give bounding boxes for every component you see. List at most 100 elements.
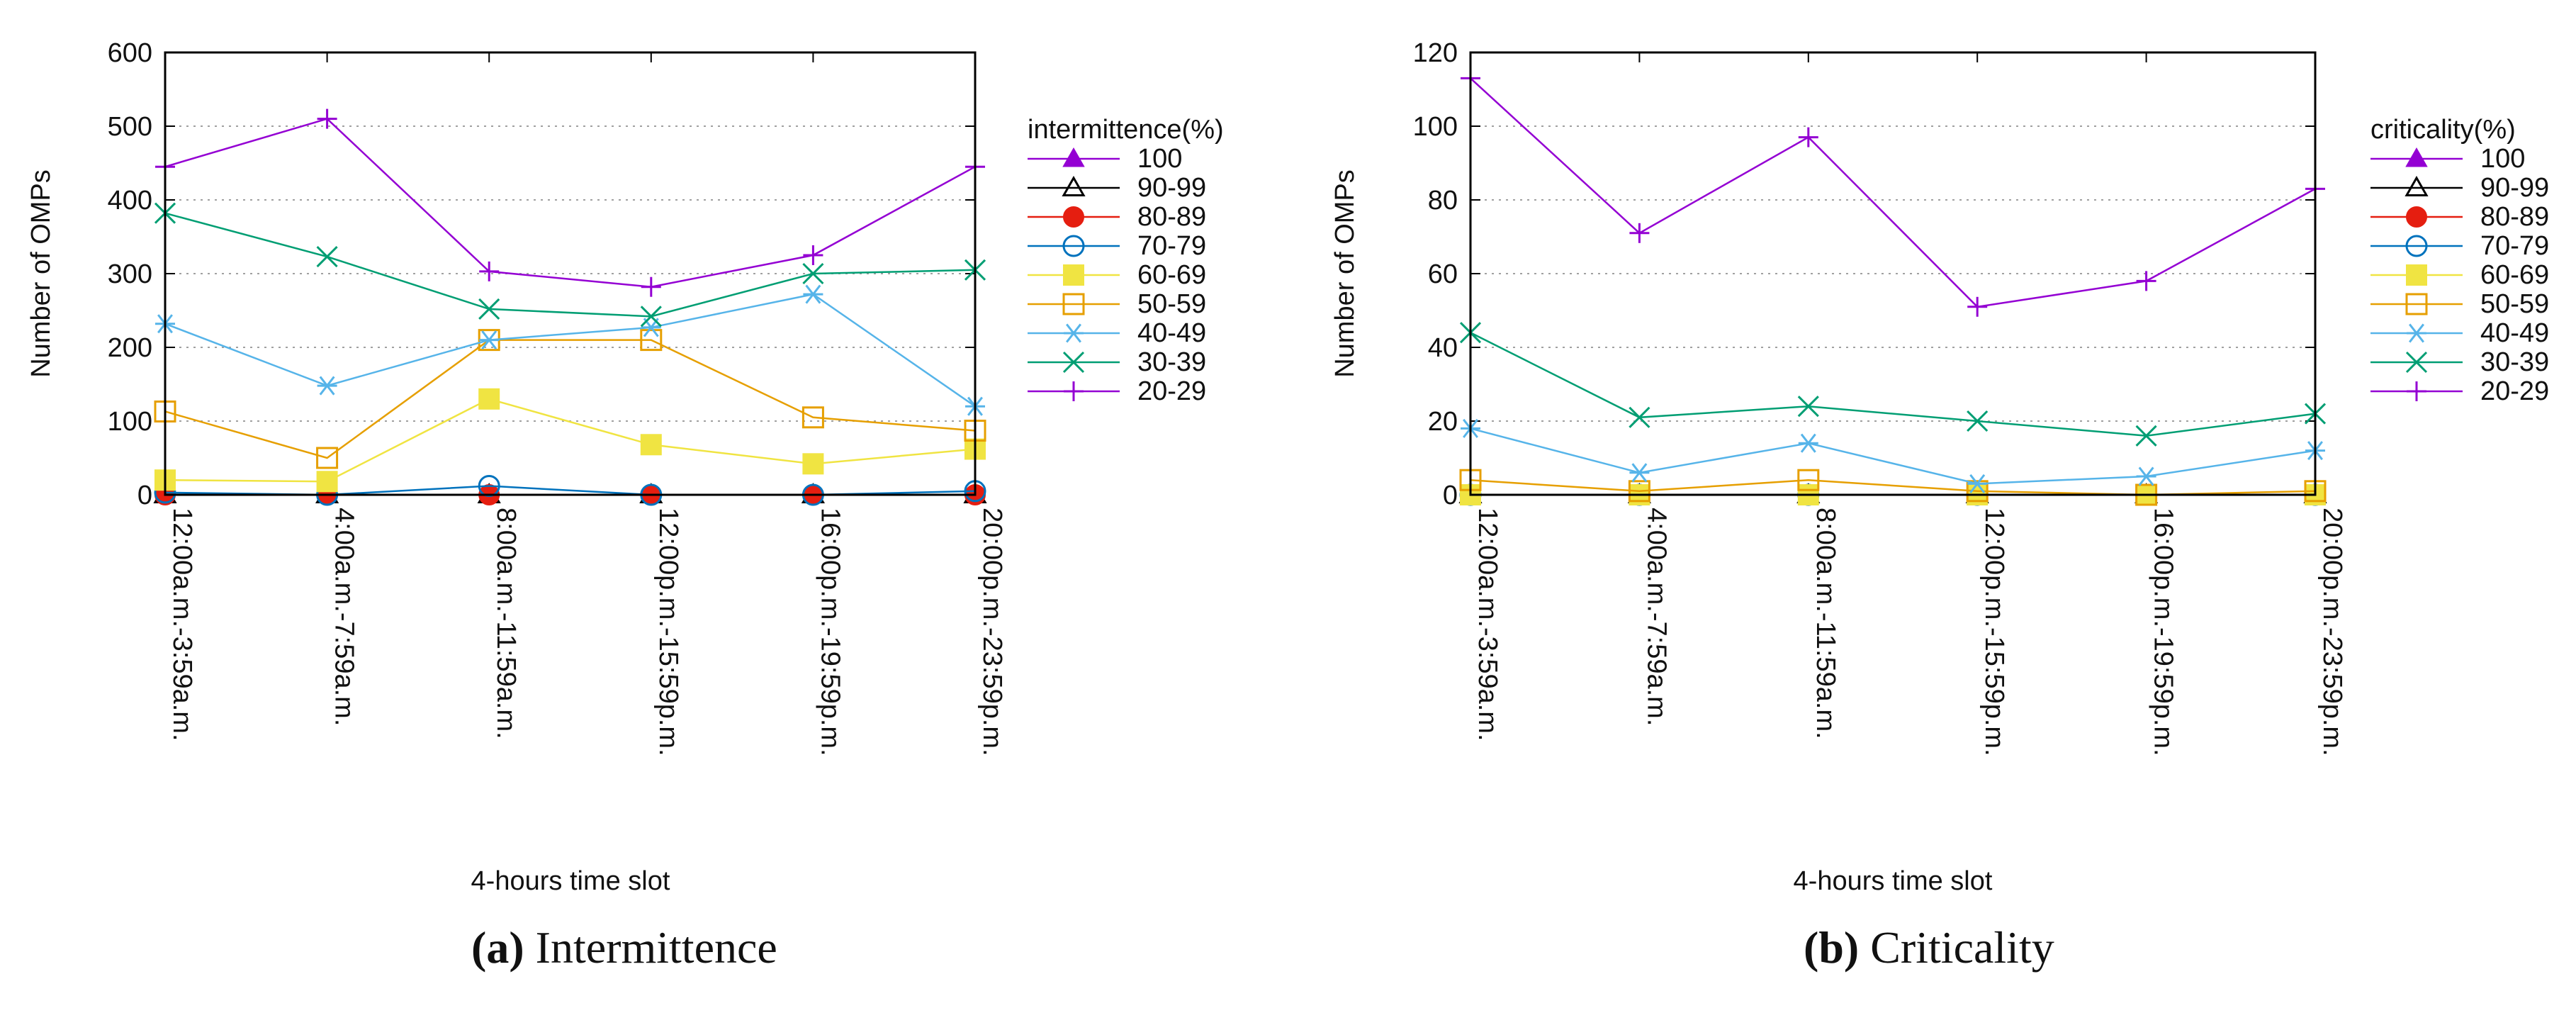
data-point — [1629, 223, 1650, 243]
y-tick-label: 0 — [1443, 481, 1458, 510]
data-point — [478, 388, 500, 410]
data-point — [478, 298, 500, 320]
legend-label: 40-49 — [1137, 318, 1206, 348]
legend-item: 80-89 — [2370, 202, 2549, 232]
caption-b-tag: (b) — [1804, 922, 1860, 973]
x-tick-label: 12:00a.m.-3:59a.m. — [1473, 508, 1502, 741]
data-point — [1967, 410, 1989, 432]
plot-frame — [164, 51, 977, 496]
x-tick-label: 8:00a.m.-11:59a.m. — [1811, 508, 1840, 739]
data-point — [479, 261, 500, 281]
legend-label: 100 — [1137, 144, 1182, 174]
data-point — [802, 406, 824, 429]
legend-label: 40-49 — [2480, 318, 2549, 348]
x-tick-label: 4:00a.m.-7:59a.m. — [330, 508, 359, 726]
legend-item: 30-39 — [1028, 347, 1206, 377]
legend-marker — [2405, 235, 2428, 257]
y-axis-label: Number of OMPs — [26, 169, 56, 378]
legend-marker — [1062, 351, 1085, 374]
series-40-49 — [1461, 418, 2325, 493]
legend-label: 80-89 — [1137, 202, 1206, 232]
legend-marker — [2406, 264, 2427, 286]
caption-a: (a) Intermittence — [471, 922, 777, 974]
x-tick-label: 4:00a.m.-7:59a.m. — [1641, 508, 1671, 726]
series-20-29 — [155, 108, 985, 297]
series-50-59 — [154, 329, 986, 469]
y-tick-label: 600 — [108, 38, 152, 68]
legend-item: 100 — [1028, 144, 1182, 174]
data-point — [479, 330, 500, 350]
data-point — [316, 246, 338, 268]
data-point — [1797, 396, 1819, 418]
legend-marker — [2407, 323, 2426, 343]
data-point — [2135, 425, 2157, 447]
legend-item: 20-29 — [1028, 376, 1206, 406]
legend-label: 80-89 — [2480, 202, 2549, 232]
plot-frame — [1469, 51, 2317, 496]
series-line — [1470, 77, 2316, 308]
legend-title: intermittence(%) — [1028, 115, 1224, 145]
data-point — [1967, 474, 1988, 493]
data-point — [641, 318, 661, 337]
legend-marker — [1064, 381, 1084, 401]
data-point — [803, 284, 823, 304]
legend-marker — [2405, 147, 2428, 167]
series-line — [164, 339, 976, 459]
legend-marker — [2407, 381, 2426, 401]
y-tick-label: 120 — [1413, 38, 1458, 68]
caption-b-text: Criticality — [1870, 922, 2054, 973]
legend-label: 50-59 — [2480, 289, 2549, 319]
x-tick-label: 16:00p.m.-19:59p.m. — [2149, 508, 2178, 756]
y-tick-label: 40 — [1428, 333, 1458, 363]
data-point — [317, 376, 337, 396]
data-point — [1798, 127, 1818, 147]
legend-item: 40-49 — [2370, 318, 2549, 348]
legend-item: 50-59 — [2370, 289, 2549, 319]
series-line — [1470, 478, 2316, 496]
legend-label: 60-69 — [2480, 260, 2549, 290]
data-point — [1797, 469, 1820, 491]
legend-marker — [2406, 206, 2427, 228]
data-point — [1967, 296, 1988, 317]
x-axis-label: 4-hours time slot — [471, 866, 670, 896]
series-line — [164, 118, 976, 288]
x-tick-label: 20:00p.m.-23:59p.m. — [2317, 508, 2347, 756]
legend-label: 100 — [2480, 144, 2525, 174]
series-line — [164, 485, 976, 496]
x-tick-label: 16:00p.m.-19:59p.m. — [815, 508, 845, 756]
data-point — [1966, 480, 1989, 503]
data-point — [478, 475, 500, 498]
legend-label: 30-39 — [1137, 347, 1206, 377]
series-line — [164, 212, 976, 318]
legend-item: 40-49 — [1028, 318, 1206, 348]
data-point — [802, 262, 824, 285]
legend-item: 70-79 — [1028, 231, 1206, 261]
legend-marker — [2405, 293, 2428, 315]
data-point — [2136, 466, 2156, 486]
caption-a-text: Intermittence — [535, 922, 777, 973]
legend-item: 80-89 — [1028, 202, 1206, 232]
series-line — [1470, 332, 2316, 437]
legend-marker — [1062, 147, 1085, 167]
legend-marker — [1062, 235, 1085, 257]
series-line — [1470, 427, 2316, 485]
y-axis-label: Number of OMPs — [1330, 169, 1360, 378]
legend-marker — [1064, 323, 1084, 343]
y-tick-label: 60 — [1428, 259, 1458, 289]
data-point — [316, 471, 338, 493]
x-tick-label: 12:00p.m.-15:59p.m. — [653, 508, 683, 756]
series-30-39 — [154, 202, 986, 328]
legend-label: 90-99 — [2480, 173, 2549, 203]
legend-marker — [1063, 206, 1084, 228]
x-tick-label: 8:00a.m.-11:59a.m. — [491, 508, 521, 739]
legend-item: 100 — [2370, 144, 2525, 174]
caption-a-tag: (a) — [471, 922, 524, 973]
series-50-59 — [1459, 469, 2327, 506]
series-line — [164, 398, 976, 483]
data-point — [640, 434, 662, 456]
y-tick-label: 20 — [1428, 407, 1458, 437]
data-point — [1798, 433, 1818, 453]
legend-marker — [2405, 351, 2428, 374]
data-point — [316, 447, 339, 469]
legend-marker — [1062, 293, 1085, 315]
